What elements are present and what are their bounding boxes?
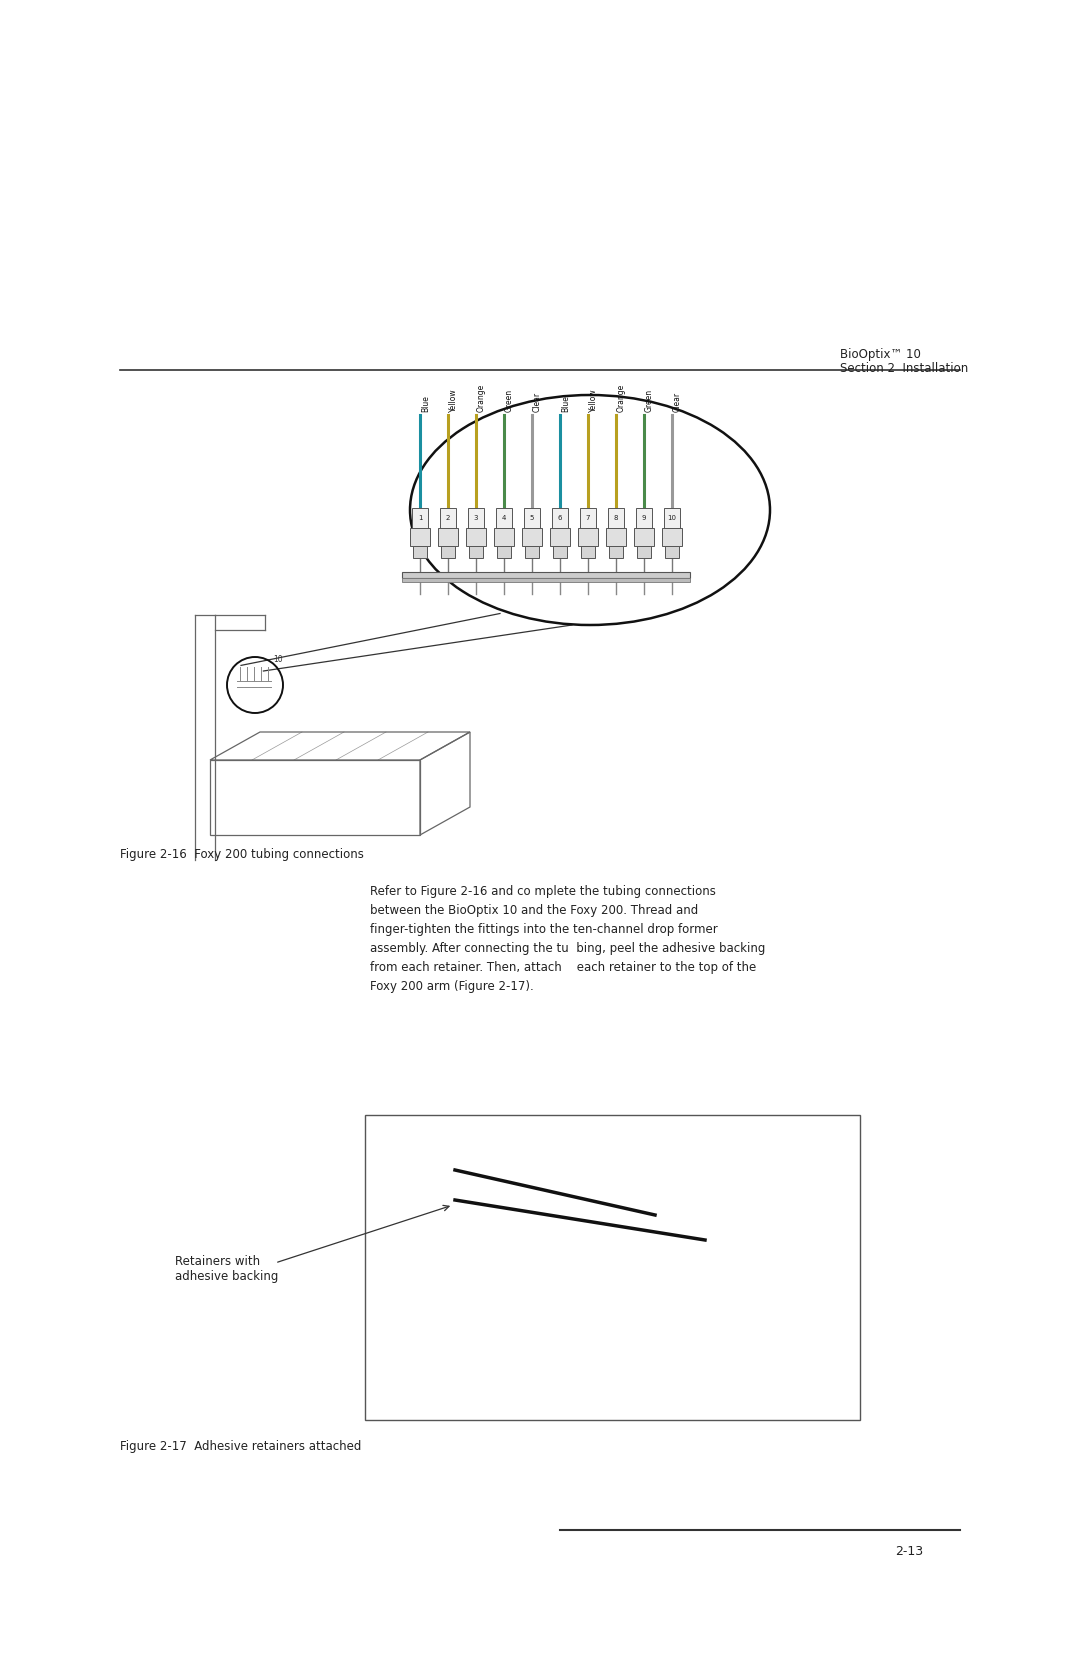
Text: Green: Green bbox=[505, 389, 514, 412]
FancyBboxPatch shape bbox=[410, 527, 430, 546]
Text: Blue: Blue bbox=[421, 396, 430, 412]
FancyBboxPatch shape bbox=[637, 546, 651, 557]
Text: finger-tighten the fittings into the ten-channel drop former: finger-tighten the fittings into the ten… bbox=[370, 923, 718, 936]
Text: 8: 8 bbox=[613, 516, 618, 521]
FancyBboxPatch shape bbox=[494, 527, 514, 546]
Text: 2: 2 bbox=[446, 516, 450, 521]
FancyBboxPatch shape bbox=[468, 507, 484, 527]
Text: Clear: Clear bbox=[534, 392, 542, 412]
Text: 2-13: 2-13 bbox=[895, 1545, 923, 1557]
FancyBboxPatch shape bbox=[552, 507, 568, 527]
FancyBboxPatch shape bbox=[608, 507, 624, 527]
FancyBboxPatch shape bbox=[664, 507, 680, 527]
Text: from each retainer. Then, attach    each retainer to the top of the: from each retainer. Then, attach each re… bbox=[370, 961, 756, 975]
Text: Orange: Orange bbox=[477, 384, 486, 412]
FancyBboxPatch shape bbox=[524, 507, 540, 527]
FancyBboxPatch shape bbox=[413, 546, 427, 557]
FancyBboxPatch shape bbox=[550, 527, 570, 546]
Text: Yellow: Yellow bbox=[589, 389, 598, 412]
FancyBboxPatch shape bbox=[634, 527, 654, 546]
FancyBboxPatch shape bbox=[662, 527, 681, 546]
Text: 1: 1 bbox=[418, 516, 422, 521]
Text: 5: 5 bbox=[530, 516, 535, 521]
Text: adhesive backing: adhesive backing bbox=[175, 1270, 279, 1283]
FancyBboxPatch shape bbox=[609, 546, 623, 557]
FancyBboxPatch shape bbox=[522, 527, 542, 546]
Text: Retainers with: Retainers with bbox=[175, 1255, 260, 1268]
Text: 4: 4 bbox=[502, 516, 507, 521]
Text: 6: 6 bbox=[557, 516, 563, 521]
Text: Green: Green bbox=[645, 389, 654, 412]
FancyBboxPatch shape bbox=[465, 527, 486, 546]
Text: Blue: Blue bbox=[561, 396, 570, 412]
Text: BioOptix™ 10: BioOptix™ 10 bbox=[840, 349, 921, 361]
FancyBboxPatch shape bbox=[580, 507, 596, 527]
FancyBboxPatch shape bbox=[411, 507, 428, 527]
Text: 10: 10 bbox=[667, 516, 676, 521]
Text: Clear: Clear bbox=[673, 392, 681, 412]
FancyBboxPatch shape bbox=[497, 546, 511, 557]
FancyBboxPatch shape bbox=[665, 546, 679, 557]
FancyBboxPatch shape bbox=[438, 527, 458, 546]
Text: assembly. After connecting the tu  bing, peel the adhesive backing: assembly. After connecting the tu bing, … bbox=[370, 941, 766, 955]
Text: 10: 10 bbox=[273, 654, 283, 664]
FancyBboxPatch shape bbox=[402, 577, 690, 582]
Text: Orange: Orange bbox=[617, 384, 626, 412]
FancyBboxPatch shape bbox=[441, 546, 455, 557]
FancyBboxPatch shape bbox=[525, 546, 539, 557]
FancyBboxPatch shape bbox=[402, 572, 690, 577]
FancyBboxPatch shape bbox=[606, 527, 626, 546]
Text: 3: 3 bbox=[474, 516, 478, 521]
Text: Yellow: Yellow bbox=[449, 389, 458, 412]
Text: Refer to Figure 2-16 and co mplete the tubing connections: Refer to Figure 2-16 and co mplete the t… bbox=[370, 885, 716, 898]
FancyBboxPatch shape bbox=[440, 507, 456, 527]
FancyBboxPatch shape bbox=[636, 507, 652, 527]
Text: Figure 2-17  Adhesive retainers attached: Figure 2-17 Adhesive retainers attached bbox=[120, 1440, 362, 1454]
Text: Foxy 200 arm (Figure 2-17).: Foxy 200 arm (Figure 2-17). bbox=[370, 980, 534, 993]
FancyBboxPatch shape bbox=[581, 546, 595, 557]
Text: 7: 7 bbox=[585, 516, 591, 521]
FancyBboxPatch shape bbox=[496, 507, 512, 527]
FancyBboxPatch shape bbox=[469, 546, 483, 557]
Text: Figure 2-16  Foxy 200 tubing connections: Figure 2-16 Foxy 200 tubing connections bbox=[120, 848, 364, 861]
Text: between the BioOptix 10 and the Foxy 200. Thread and: between the BioOptix 10 and the Foxy 200… bbox=[370, 905, 699, 916]
FancyBboxPatch shape bbox=[578, 527, 598, 546]
Text: 9: 9 bbox=[642, 516, 646, 521]
Text: Section 2  Installation: Section 2 Installation bbox=[840, 362, 969, 376]
FancyBboxPatch shape bbox=[553, 546, 567, 557]
